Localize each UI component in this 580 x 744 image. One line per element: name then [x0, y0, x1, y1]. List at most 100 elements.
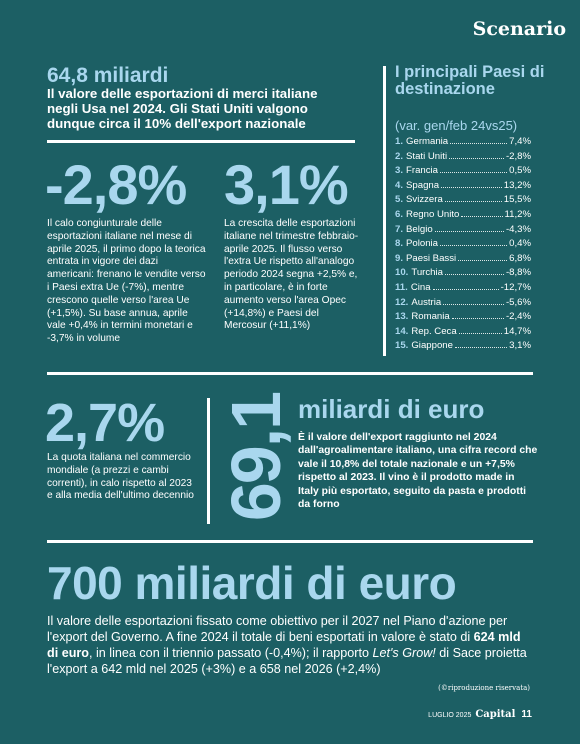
stat-691-description: È il valore dell'export raggiunto nel 20… [298, 432, 538, 511]
ranking-item-country: Polonia [406, 238, 439, 250]
ranking-item-rank: 4. [395, 179, 404, 191]
ranking-item: 12. Austria -5,6% [395, 297, 531, 312]
ranking-item-country: Germania [406, 136, 449, 147]
ranking-item-leader [440, 245, 508, 247]
ranking-item-country: Spagna [406, 179, 440, 191]
ranking-item-change: 3,1% [509, 340, 531, 352]
divider-middle [47, 372, 533, 375]
ranking-item-rank: 2. [395, 150, 404, 162]
ranking-item-country: Rep. Ceca [411, 325, 457, 337]
footer-brand: Capital [475, 709, 516, 720]
ranking-item-leader [441, 186, 502, 188]
ranking-item-change: -2,8% [505, 150, 531, 162]
ranking-item-change: -2,4% [505, 311, 531, 323]
ranking-item-change: -4,3% [505, 223, 531, 235]
stat-700-desc-part1: Il valore delle esportazioni fissato com… [47, 614, 508, 644]
ranking-item-change: -5,6% [505, 296, 531, 308]
ranking-item-leader [458, 332, 502, 334]
stat-700-desc-bold: 624 mld di euro [47, 630, 521, 660]
ranking-item-rank: 1. [395, 136, 404, 147]
ranking-item-leader [450, 143, 508, 144]
ranking-item: 3. Francia 0,5% [395, 165, 531, 180]
ranking-item-change: 6,8% [509, 252, 531, 264]
ranking-item-rank: 10. [395, 267, 409, 279]
stat-31-value: 3,1% [224, 153, 349, 216]
stat-691-unit: miliardi di euro [298, 394, 485, 424]
ranking-item: 7. Belgio -4,3% [395, 224, 531, 239]
ranking-item-change: 15,5% [503, 194, 531, 206]
stat-minus28-value: -2,8% [45, 153, 187, 216]
ranking-item: 5. Svizzera 15,5% [395, 194, 531, 209]
ranking-item: 6. Regno Unito 11,2% [395, 209, 531, 224]
stat-691-value: 69,1 [217, 392, 295, 522]
ranking-item-rank: 14. [395, 325, 409, 337]
stat-700-desc-italic: Let's Grow! [372, 646, 436, 660]
ranking-item: 15. Giappone 3,1% [395, 340, 531, 355]
ranking-item: 14. Rep. Ceca 14,7% [395, 326, 531, 341]
ranking-title: I principali Paesi di destinazione [395, 63, 545, 98]
ranking-item: 4. Spagna 13,2% [395, 180, 531, 195]
ranking-item-country: Turchia [411, 267, 443, 279]
ranking-item-leader [461, 215, 503, 217]
stat-27-value: 2,7% [45, 393, 165, 453]
ranking-item-change: -12,7% [500, 281, 531, 293]
ranking-item-leader [444, 201, 502, 203]
ranking-item-country: Stati Uniti [406, 150, 448, 162]
ranking-item-leader [454, 347, 508, 349]
stat-700-desc-part3: di Sace proietta l'export a 642 mld nel … [47, 646, 527, 676]
ranking-item: 8. Polonia 0,4% [395, 238, 531, 253]
ranking-item-leader [440, 172, 508, 174]
ranking-item-country: Svizzera [406, 194, 443, 206]
ranking-item-change: 11,2% [504, 208, 532, 220]
ranking-item-country: Regno Unito [406, 208, 460, 220]
page-footer: LUGLIO 2025 Capital 11 [428, 709, 532, 720]
ranking-item: 10. Turchia -8,8% [395, 267, 531, 282]
divider-vertical [207, 398, 210, 524]
ranking-list: 1. Germania 7,4% 2. Stati Uniti -2,8% 3. Franci… [395, 136, 531, 355]
section-label: Scenario [472, 18, 566, 40]
ranking-item-rank: 12. [395, 296, 409, 308]
ranking-item: 1. Germania 7,4% [395, 136, 531, 151]
stat-700-description: Il valore delle esportazioni fissato com… [47, 613, 533, 677]
ranking-item-leader [444, 274, 504, 276]
ranking-item-change: 7,4% [509, 136, 531, 147]
ranking-item-rank: 9. [395, 252, 404, 264]
stat-64-description: Il valore delle esportazioni di merci it… [47, 86, 318, 132]
ranking-item-change: 14,7% [503, 325, 531, 337]
ranking-subtitle: (var. gen/feb 24vs25) [395, 118, 518, 133]
ranking-item-leader [434, 230, 504, 232]
ranking-item-country: Paesi Bassi [406, 252, 457, 264]
ranking-item-change: 13,2% [503, 179, 531, 191]
ranking-item-change: -8,8% [505, 267, 531, 279]
ranking-item-leader [449, 157, 504, 159]
ranking-item-rank: 8. [395, 238, 404, 250]
ranking-divider [383, 66, 386, 356]
ranking-item-country: Austria [411, 296, 442, 308]
ranking-item-rank: 3. [395, 165, 404, 177]
stat-minus28-description: Il calo congiunturale delle esportazioni… [47, 218, 206, 345]
ranking-item: 13. Romania -2,4% [395, 311, 531, 326]
ranking-item-leader [451, 318, 504, 320]
ranking-item-rank: 13. [395, 311, 409, 323]
ranking-item-country: Romania [411, 311, 450, 323]
ranking-item-rank: 6. [395, 208, 404, 220]
ranking-item-country: Francia [406, 165, 439, 177]
ranking-item-leader [443, 303, 504, 305]
stat-64-value: 64,8 miliardi [47, 64, 169, 87]
stat-27-description: La quota italiana nel commercio mondiale… [47, 452, 194, 502]
ranking-item-change: 0,4% [509, 238, 531, 250]
ranking-item: 9. Paesi Bassi 6,8% [395, 253, 531, 268]
stat-700-desc-part2: , in linea con il triennio passato (-0,4… [88, 646, 373, 660]
ranking-item-leader [458, 259, 508, 261]
ranking-item: 11. Cina -12,7% [395, 282, 531, 297]
stat-691-value-wrap: 69,1 [212, 390, 300, 524]
ranking-item-leader [432, 288, 499, 290]
page-number: 11 [521, 709, 532, 720]
ranking-item-country: Giappone [411, 340, 453, 352]
ranking-item-country: Belgio [406, 223, 433, 235]
ranking-item-rank: 15. [395, 340, 409, 352]
divider-top [47, 140, 355, 143]
ranking-item-country: Cina [410, 281, 431, 293]
footer-date: LUGLIO 2025 [428, 712, 472, 719]
ranking-item-change: 0,5% [509, 165, 531, 177]
